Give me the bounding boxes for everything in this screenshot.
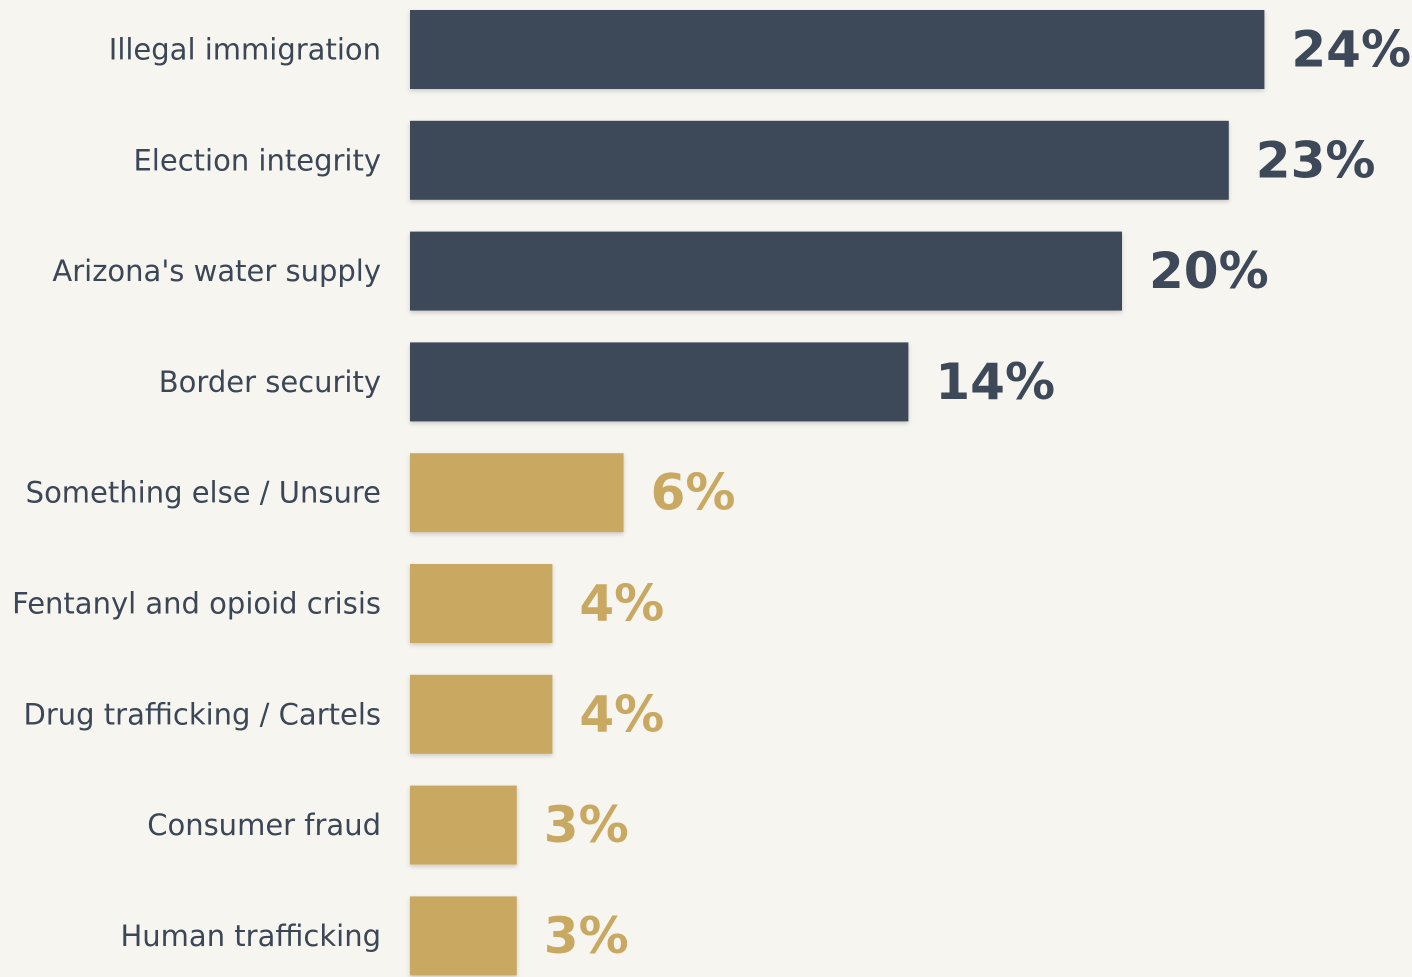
category-label: Drug trafficking / Cartels (24, 697, 381, 731)
value-label: 6% (651, 464, 736, 522)
bar (410, 342, 909, 422)
category-labels-group: Illegal immigration Election integrity Ari… (12, 33, 381, 953)
value-label: 4% (579, 575, 664, 633)
value-label: 24% (1291, 21, 1411, 79)
bars-group (410, 10, 1265, 976)
category-label: Human trafficking (121, 919, 382, 953)
value-label: 4% (579, 685, 664, 743)
bar (410, 453, 624, 533)
bar (410, 674, 553, 754)
category-label: Arizona's water supply (52, 254, 381, 288)
value-label: 23% (1256, 131, 1376, 189)
value-labels-group: 24% 23% 20% 14% 6% 4% 4% 3% 3% (544, 21, 1411, 965)
category-label: Illegal immigration (109, 33, 381, 67)
bar (410, 120, 1229, 200)
category-label: Something else / Unsure (26, 476, 381, 510)
bar (410, 231, 1122, 311)
category-label: Border security (159, 365, 381, 399)
bar (410, 785, 517, 865)
bar (410, 10, 1265, 89)
value-label: 20% (1149, 242, 1269, 300)
value-label: 3% (544, 796, 629, 854)
category-label: Fentanyl and opioid crisis (12, 587, 381, 621)
value-label: 3% (544, 907, 629, 965)
bar (410, 896, 517, 976)
category-label: Election integrity (133, 143, 381, 177)
bar (410, 564, 553, 643)
value-label: 14% (935, 353, 1055, 411)
category-label: Consumer fraud (147, 808, 381, 842)
